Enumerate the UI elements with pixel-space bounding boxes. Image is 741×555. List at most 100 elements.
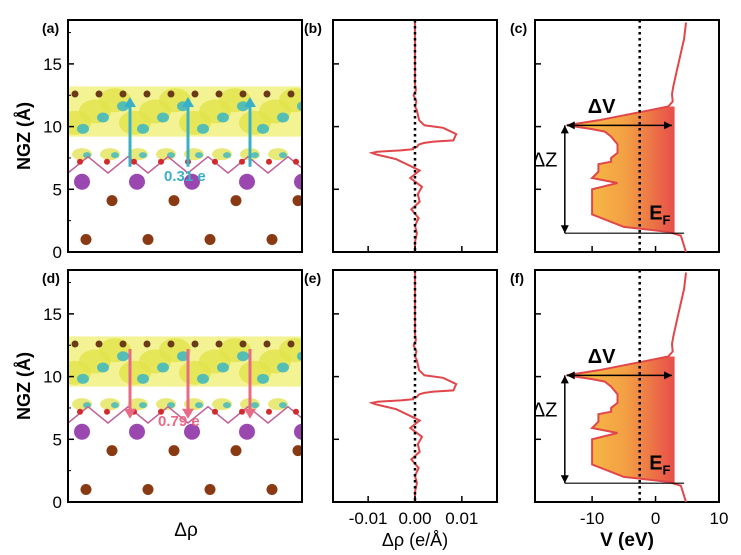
atom-brown bbox=[106, 195, 118, 207]
y-tick-label: 0 bbox=[53, 243, 62, 262]
panel-b bbox=[332, 19, 498, 253]
delta-v-label: ΔV bbox=[588, 346, 616, 368]
charge-arrowhead bbox=[244, 97, 256, 108]
atom-brown bbox=[106, 445, 118, 457]
atom-surface bbox=[191, 90, 199, 98]
delta-z-arrowhead bbox=[560, 125, 569, 134]
density-lobe-negative bbox=[257, 123, 269, 134]
atom-surface bbox=[143, 340, 151, 348]
atom-red bbox=[212, 408, 218, 415]
atom-purple bbox=[294, 423, 302, 440]
density-lobe-negative bbox=[157, 112, 169, 123]
atom-brown bbox=[230, 445, 242, 457]
density-lobe-negative bbox=[97, 112, 109, 123]
axes-b bbox=[333, 63, 463, 253]
y-axis-d: 15 10 5 0 bbox=[43, 282, 74, 512]
atom-surface bbox=[215, 90, 223, 98]
bond-chain bbox=[68, 155, 302, 174]
atom-red bbox=[104, 408, 110, 415]
x-tick-label: -10 bbox=[580, 509, 605, 528]
y-tick-label: 10 bbox=[43, 118, 62, 137]
atom-purple bbox=[239, 423, 255, 440]
atom-surface bbox=[287, 90, 295, 98]
atom-red bbox=[266, 158, 272, 165]
y-tick-label: 5 bbox=[53, 430, 62, 449]
atoms-a bbox=[68, 90, 302, 245]
potential-fill bbox=[566, 356, 675, 485]
atom-brown bbox=[168, 195, 180, 207]
density-lobe-negative bbox=[277, 362, 289, 373]
density-lobe-negative bbox=[195, 152, 203, 159]
charge-arrowhead bbox=[124, 97, 136, 108]
density-lobe bbox=[279, 88, 302, 113]
atom-red bbox=[158, 408, 164, 415]
atom-surface bbox=[191, 340, 199, 348]
bond-chain bbox=[68, 405, 302, 424]
charge-arrows-d bbox=[124, 349, 256, 419]
atom-red bbox=[77, 158, 83, 165]
atom-brown bbox=[80, 233, 92, 245]
y-tick-label: 10 bbox=[43, 368, 62, 387]
atom-red bbox=[104, 158, 110, 165]
atom-surface bbox=[263, 90, 271, 98]
density-lobe-negative bbox=[217, 362, 229, 373]
atom-purple bbox=[184, 173, 200, 190]
potential-fill bbox=[566, 106, 675, 235]
density-lobe-negative bbox=[297, 351, 302, 362]
atom-purple bbox=[74, 173, 90, 190]
delta-v-arrowhead bbox=[664, 121, 673, 130]
charge-density-cloud-d bbox=[68, 336, 302, 411]
x-axis-label-d: Δρ bbox=[174, 520, 198, 541]
density-lobe-negative bbox=[251, 152, 259, 159]
atom-purple bbox=[239, 173, 255, 190]
density-lobe-negative bbox=[251, 402, 259, 409]
atom-surface bbox=[167, 340, 175, 348]
density-lobe bbox=[279, 338, 302, 363]
atom-red bbox=[239, 158, 245, 165]
axes-c bbox=[535, 63, 720, 253]
density-lobe-negative bbox=[139, 402, 147, 409]
charge-arrows-a bbox=[124, 97, 256, 167]
density-lobe-negative bbox=[223, 152, 231, 159]
x-axis-label-f: V (eV) bbox=[600, 530, 654, 551]
charge-arrowhead bbox=[182, 408, 194, 419]
atom-red bbox=[158, 158, 164, 165]
atoms-d bbox=[68, 340, 302, 495]
density-lobe-negative bbox=[279, 402, 287, 409]
atom-purple bbox=[129, 423, 145, 440]
x-tick-label: -0.01 bbox=[349, 509, 388, 528]
density-lobe-negative bbox=[77, 373, 89, 384]
atom-brown bbox=[266, 233, 278, 245]
y-axis-label-a: NGZ (Å) bbox=[14, 102, 34, 170]
axes-e: -0.01 0.00 0.01 bbox=[333, 313, 478, 528]
atom-brown bbox=[142, 483, 154, 495]
x-axis-label-e: Δρ (e/Å) bbox=[382, 530, 448, 550]
density-lobe-negative bbox=[197, 123, 209, 134]
panel-label-b: (b) bbox=[304, 20, 322, 36]
atom-purple bbox=[129, 173, 145, 190]
plot-area-b bbox=[368, 20, 458, 252]
atom-red bbox=[77, 408, 83, 415]
atom-brown bbox=[168, 445, 180, 457]
y-tick-label: 15 bbox=[43, 305, 62, 324]
density-lobe-negative bbox=[137, 123, 149, 134]
density-lobe-negative bbox=[279, 152, 287, 159]
delta-v-arrowhead bbox=[566, 121, 575, 130]
atom-surface bbox=[119, 90, 127, 98]
density-lobe-negative bbox=[157, 362, 169, 373]
atom-purple bbox=[74, 423, 90, 440]
atom-surface bbox=[71, 90, 79, 98]
atom-surface bbox=[119, 340, 127, 348]
atom-brown bbox=[204, 483, 216, 495]
charge-arrowhead bbox=[124, 408, 136, 419]
delta-v-label: ΔV bbox=[588, 96, 616, 118]
atom-surface bbox=[71, 340, 79, 348]
atom-brown bbox=[80, 483, 92, 495]
atom-brown bbox=[266, 483, 278, 495]
atom-surface bbox=[215, 340, 223, 348]
density-lobe-negative bbox=[111, 152, 119, 159]
